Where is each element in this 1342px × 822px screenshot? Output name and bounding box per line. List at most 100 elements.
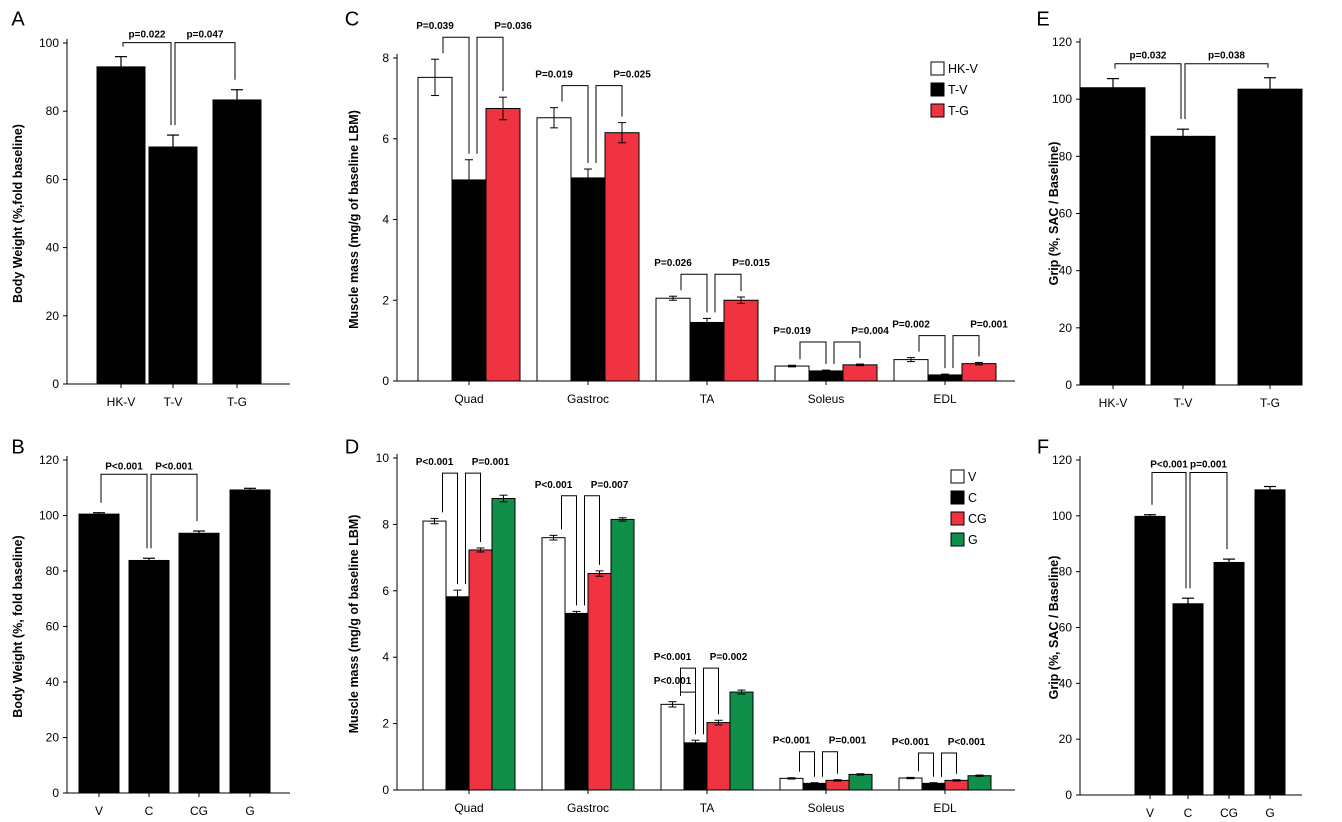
y-tick-label: 80 [46, 104, 60, 118]
y-tick-label: 6 [382, 132, 389, 146]
p-value-label: P=0.015 [732, 258, 770, 269]
bar [178, 532, 220, 794]
y-tick-label: 120 [1052, 453, 1072, 467]
bar-cg [468, 549, 493, 791]
bar [78, 513, 120, 794]
y-tick-label: 8 [382, 517, 389, 531]
y-tick-label: 100 [1052, 509, 1072, 523]
x-tick-label: T-V [1174, 396, 1193, 410]
significance-bracket [561, 85, 589, 164]
bar-t-g [723, 299, 759, 382]
significance-bracket [918, 752, 934, 777]
y-tick-label: 20 [46, 731, 60, 745]
p-value-label: P<0.001 [105, 461, 143, 472]
y-tick-label: 0 [52, 786, 59, 800]
y-tick-label: 0 [1065, 788, 1072, 802]
legend-swatch-c [950, 490, 965, 505]
p-value-label: P=0.004 [851, 326, 889, 337]
significance-bracket [174, 42, 236, 126]
y-tick-label: 40 [1059, 264, 1073, 278]
panel-letter: C [345, 8, 359, 30]
legend-label: V [968, 470, 977, 484]
y-tick-label: 20 [1059, 732, 1073, 746]
p-value-label: P<0.001 [948, 737, 986, 748]
panel-b: B 0 20 40 60 80 100 120 Body Weight (%, fold bas… [11, 436, 290, 818]
p-value-label: P=0.039 [416, 21, 454, 32]
significance-bracket [1189, 472, 1228, 589]
p-value-label: P<0.001 [535, 480, 573, 491]
y-tick-label: 0 [52, 377, 59, 391]
x-tick-label: CG [190, 804, 208, 818]
y-tick-label: 80 [1059, 149, 1073, 163]
significance-bracket [150, 473, 198, 549]
bar [1254, 489, 1286, 796]
significance-bracket [714, 273, 742, 313]
p-value-label: P<0.001 [155, 461, 193, 472]
y-tick-label: 120 [39, 453, 59, 467]
legend-label: HK-V [948, 62, 979, 76]
x-tick-label: HK-V [107, 395, 136, 409]
y-tick-label: 60 [1059, 621, 1073, 635]
bar-t-v [808, 370, 844, 382]
x-tick-label: Gastroc [567, 392, 609, 406]
y-tick-label: 100 [1052, 92, 1072, 106]
panel-letter: E [1036, 8, 1049, 30]
p-value-label: P=0.036 [494, 21, 532, 32]
y-tick-label: 10 [376, 451, 390, 465]
significance-bracket [799, 751, 815, 777]
bar-t-v [689, 321, 725, 382]
significance-bracket [595, 85, 623, 164]
bar-t-g [485, 107, 521, 382]
x-tick-label: C [145, 804, 154, 818]
significance-bracket [833, 341, 861, 365]
x-tick-label: EDL [933, 392, 957, 406]
bar-t-g [842, 364, 878, 382]
significance-bracket [822, 751, 838, 777]
legend-label: T-V [948, 83, 968, 97]
y-axis-title: Muscle mass (mg/g of baseline LBM) [347, 515, 361, 734]
bar-t-g [961, 363, 997, 382]
panel-letter: D [345, 436, 359, 458]
bar-c [683, 742, 708, 791]
bar-cg [944, 779, 969, 791]
legend-swatch-t-g [930, 103, 945, 118]
x-tick-label: Soleus [808, 392, 845, 406]
y-tick-label: 40 [46, 675, 60, 689]
bar-g [848, 773, 873, 791]
y-tick-label: 80 [46, 564, 60, 578]
y-tick-label: 20 [1059, 321, 1073, 335]
p-value-label: P=0.001 [472, 457, 510, 468]
p-value-label: P=0.019 [773, 326, 811, 337]
panel-a: A 0 20 40 60 80 100 Body Weight (%,fold baselin… [11, 8, 290, 409]
bar-v [660, 703, 685, 791]
legend-label: CG [968, 512, 987, 526]
bar-g [610, 518, 635, 791]
significance-bracket [703, 667, 719, 735]
significance-bracket [584, 495, 600, 606]
significance-bracket [1114, 63, 1182, 120]
x-tick-label: G [1265, 806, 1274, 820]
x-tick-label: HK-V [1099, 396, 1128, 410]
significance-bracket [1184, 63, 1269, 120]
y-tick-label: 40 [1059, 676, 1073, 690]
y-tick-label: 2 [382, 293, 389, 307]
p-value-label: P=0.007 [591, 480, 629, 491]
bar [1150, 135, 1216, 386]
x-tick-label: Soleus [808, 801, 845, 815]
bar-hk-v [417, 76, 453, 382]
x-tick-label: TA [700, 801, 714, 815]
bar-g [729, 691, 754, 791]
significance-bracket [799, 341, 827, 365]
p-value-label: P=0.025 [613, 70, 651, 81]
x-tick-label: C [1184, 806, 1193, 820]
legend-label: T-G [948, 104, 969, 118]
x-tick-label: TA [700, 392, 714, 406]
y-tick-label: 6 [382, 584, 389, 598]
panel-d: D 0 2 4 6 8 10 Muscle mass (mg/g of baseline LB… [345, 436, 1015, 815]
bar-c [564, 612, 589, 791]
x-tick-label: V [95, 804, 103, 818]
legend-swatch-t-v [930, 82, 945, 97]
significance-bracket [941, 752, 957, 777]
y-tick-label: 0 [382, 374, 389, 388]
